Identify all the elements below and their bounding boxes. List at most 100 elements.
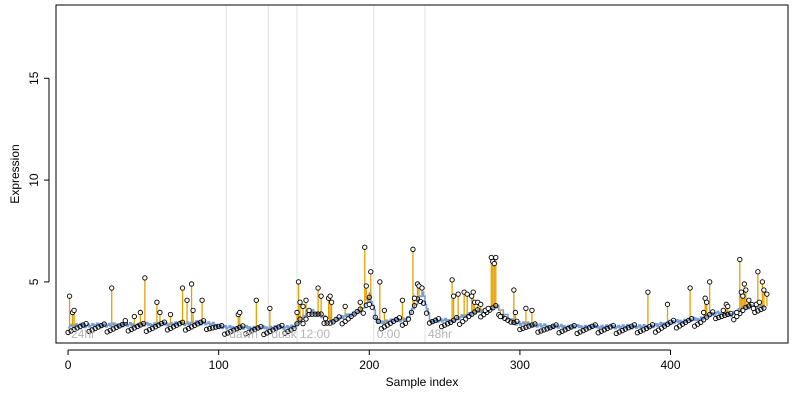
data-point: [219, 322, 225, 329]
data-point: [411, 302, 418, 309]
data-point: [140, 320, 147, 327]
outlier-point: [740, 293, 746, 299]
data-point: [688, 316, 695, 322]
data-point: [345, 316, 351, 322]
outlier-point: [523, 305, 529, 312]
data-point: [152, 324, 159, 330]
data-point: [508, 319, 514, 325]
data-point: [297, 316, 303, 322]
data-point: [303, 316, 309, 322]
outlier-point: [491, 260, 497, 267]
data-point: [441, 322, 448, 328]
outlier-point: [315, 285, 321, 291]
data-point: [149, 325, 156, 331]
outlier-point: [179, 285, 186, 291]
data-point: [173, 322, 180, 328]
outlier-point: [497, 313, 503, 320]
data-point: [231, 327, 237, 333]
data-point: [179, 319, 186, 325]
data-point: [547, 325, 553, 331]
data-point: [511, 319, 517, 326]
outlier-point: [645, 289, 651, 295]
outlier-point: [764, 291, 770, 297]
data-point: [369, 304, 375, 310]
outlier-point: [755, 269, 761, 275]
outlier-point: [294, 309, 300, 316]
outlier-point: [746, 297, 752, 303]
data-point: [372, 314, 378, 320]
outlier-point: [328, 299, 335, 305]
data-point: [291, 325, 297, 332]
data-point: [493, 302, 499, 309]
data-point: [321, 320, 327, 326]
data-point: [237, 324, 243, 330]
y-tick-label: 15: [27, 71, 41, 85]
outlier-point: [464, 291, 470, 297]
data-point: [161, 319, 168, 325]
data-point: [191, 322, 198, 329]
outlier-point: [449, 277, 455, 283]
outlier-point: [342, 303, 348, 309]
data-point: [83, 320, 89, 327]
region-dividers: [225, 5, 426, 343]
data-point: [610, 322, 616, 329]
region-labels: 24hr dawn dusk 12:00 0:00 48hr: [71, 327, 452, 341]
data-point: [704, 314, 710, 320]
data-point: [327, 320, 333, 326]
data-point: [758, 306, 764, 313]
region-label: 24hr: [71, 327, 95, 341]
data-point: [405, 316, 412, 322]
data-point: [583, 326, 589, 332]
data-point: [429, 318, 436, 325]
data-point: [725, 311, 731, 318]
data-point: [285, 328, 291, 335]
outlier-point: [295, 279, 302, 285]
data-point: [541, 327, 547, 333]
data-point: [670, 317, 677, 324]
outlier-point: [157, 309, 163, 316]
data-point: [420, 300, 427, 306]
data-point: [535, 329, 541, 335]
data-point: [95, 324, 101, 330]
x-tick-label: 0: [65, 358, 72, 372]
data-point: [710, 309, 716, 315]
data-point: [92, 325, 98, 332]
data-point: [128, 326, 134, 333]
data-point: [119, 321, 125, 328]
data-point: [743, 304, 749, 311]
data-point: [520, 325, 526, 332]
plot-frame: [55, 4, 789, 344]
y-tick-label: 5: [27, 278, 41, 285]
data-point: [188, 324, 195, 330]
outlier-point: [419, 285, 425, 291]
y-tick-label: 10: [27, 173, 41, 187]
data-point: [203, 326, 210, 332]
data-point: [478, 314, 484, 320]
outlier-point: [687, 285, 693, 291]
data-point: [631, 322, 638, 328]
outlier-point: [750, 305, 757, 312]
data-point: [375, 318, 381, 324]
data-point: [571, 322, 577, 329]
data-point: [270, 327, 276, 333]
data-point: [707, 311, 713, 318]
data-point: [577, 329, 583, 335]
outlier-point: [720, 307, 726, 314]
outlier-point: [362, 244, 368, 250]
data-point: [426, 320, 433, 326]
data-point: [200, 318, 207, 324]
data-point: [137, 322, 143, 328]
data-point: [206, 325, 213, 332]
data-point: [568, 324, 574, 330]
data-point: [396, 315, 403, 321]
outlier-point: [66, 293, 73, 299]
data-point: [538, 328, 544, 334]
data-point: [649, 322, 656, 328]
data-point: [255, 325, 261, 331]
outlier-point: [707, 279, 713, 285]
data-point: [134, 323, 140, 330]
outlier-point: [300, 303, 306, 309]
data-point: [318, 311, 324, 317]
data-point: [249, 328, 255, 334]
outlier-point: [267, 305, 273, 312]
